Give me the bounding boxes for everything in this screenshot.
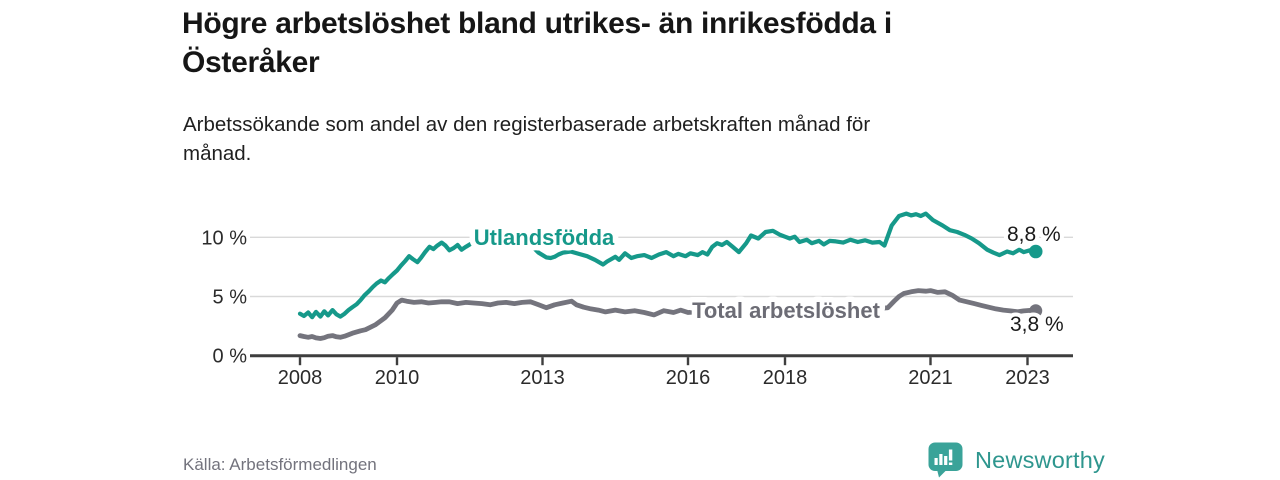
chart-subtitle-line-1: Arbetssökande som andel av den registerb…: [183, 113, 871, 136]
newsworthy-logo-text: Newsworthy: [975, 446, 1105, 473]
x-tick-label-2008: 2008: [278, 367, 323, 389]
newsworthy-logo: Newsworthy: [928, 442, 1105, 478]
chart-title-line-2: Österåker: [182, 46, 320, 79]
x-tick-label-2018: 2018: [763, 367, 808, 389]
end-value-total-arbetsloshet: 3,8 %: [1010, 313, 1064, 336]
x-tick-label-2013: 2013: [520, 367, 565, 389]
series-line-utlandsfodda: [297, 211, 1038, 320]
y-tick-label-10-percent: 10 %: [201, 227, 247, 249]
y-tick-label-0-percent: 0 %: [213, 346, 248, 368]
series-label-total-arbetsloshet: Total arbetslöshet: [692, 298, 881, 323]
y-axis-labels: 0 % 5 % 10 %: [201, 227, 247, 367]
x-tick-label-2023: 2023: [1005, 367, 1050, 389]
x-tick-label-2016: 2016: [666, 367, 711, 389]
end-value-utlandsfodda: 8,8 %: [1007, 223, 1061, 246]
chart-subtitle: Arbetssökande som andel av den registerb…: [183, 110, 870, 168]
x-tick-label-2010: 2010: [375, 367, 420, 389]
x-tick-label-2021: 2021: [908, 367, 953, 389]
end-dot-total: [1029, 304, 1043, 318]
y-tick-label-5-percent: 5 %: [213, 287, 248, 309]
x-axis-labels: 2008 2010 2013 2016 2018 2021 2023: [278, 367, 1050, 389]
series-lines: [297, 211, 1039, 341]
x-axis: [250, 354, 1073, 366]
source-note: Källa: Arbetsförmedlingen: [183, 455, 377, 474]
gridlines: [250, 236, 1073, 298]
chart-title-line-1: Högre arbetslöshet bland utrikes- än inr…: [182, 7, 892, 40]
series-line-total: [297, 288, 1039, 341]
series-label-utlandsfodda: Utlandsfödda: [474, 225, 615, 250]
chart-subtitle-line-2: månad.: [183, 142, 252, 165]
line-end-dots: [1028, 244, 1043, 318]
newsworthy-chart-bubble-icon: [928, 442, 963, 478]
chart-title: Högre arbetslöshet bland utrikes- än inr…: [182, 4, 892, 82]
end-dot-utlandsfodda: [1028, 244, 1043, 259]
